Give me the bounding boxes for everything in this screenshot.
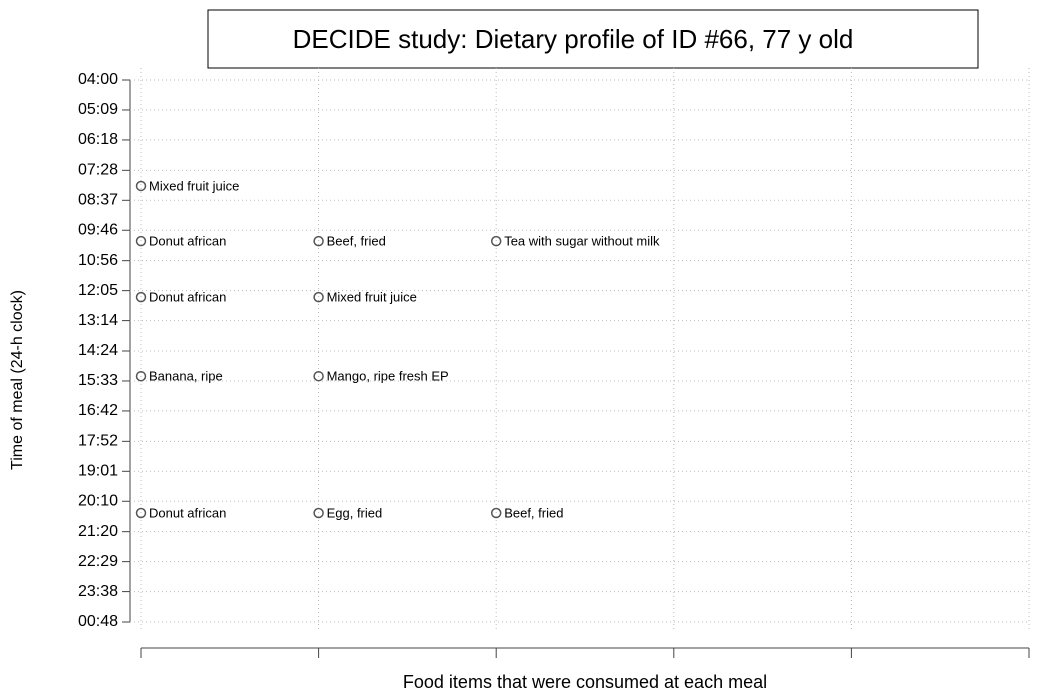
point-label: Donut african [149, 290, 226, 305]
point-label: Beef, fried [504, 505, 563, 520]
y-tick-label: 12:05 [78, 282, 118, 299]
point-label: Tea with sugar without milk [504, 234, 660, 249]
point [135, 370, 147, 382]
point [135, 180, 147, 192]
point-label: Beef, fried [327, 234, 386, 249]
y-tick-label: 08:37 [78, 192, 118, 209]
y-tick-label: 13:14 [78, 312, 118, 329]
y-tick-label: 09:46 [78, 221, 118, 238]
point-label: Mixed fruit juice [327, 290, 417, 305]
y-tick-label: 21:20 [78, 523, 118, 540]
y-tick-label: 23:38 [78, 583, 118, 600]
point-label: Mango, ripe fresh EP [327, 369, 449, 384]
point-label: Egg, fried [327, 505, 383, 520]
chart-title: DECIDE study: Dietary profile of ID #66,… [293, 24, 854, 54]
y-tick-label: 07:28 [78, 162, 118, 179]
point-label: Donut african [149, 234, 226, 249]
y-tick-label: 04:00 [78, 71, 118, 88]
y-tick-label: 22:29 [78, 553, 118, 570]
point [313, 235, 324, 247]
y-tick-label: 17:52 [78, 433, 118, 450]
y-tick-label: 14:24 [78, 342, 118, 359]
y-tick-label: 06:18 [78, 131, 118, 148]
y-tick-label: 15:33 [78, 372, 118, 389]
x-axis-label: Food items that were consumed at each me… [403, 672, 767, 692]
y-tick-label: 05:09 [78, 101, 118, 118]
point [135, 235, 147, 247]
point [490, 507, 502, 519]
point [313, 370, 324, 382]
point-label: Donut african [149, 505, 226, 520]
point-label: Banana, ripe [149, 369, 223, 384]
point [135, 291, 147, 303]
y-tick-label: 19:01 [78, 463, 118, 480]
point [313, 507, 324, 519]
y-axis-label: Time of meal (24-h clock) [9, 290, 26, 470]
y-tick-label: 16:42 [78, 402, 118, 419]
y-tick-label: 00:48 [78, 613, 118, 630]
y-tick-label: 20:10 [78, 492, 118, 509]
point [135, 507, 147, 519]
y-tick-label: 10:56 [78, 252, 118, 269]
title-box [207, 9, 979, 69]
point [490, 235, 502, 247]
point [313, 291, 324, 303]
point-label: Mixed fruit juice [149, 178, 239, 193]
